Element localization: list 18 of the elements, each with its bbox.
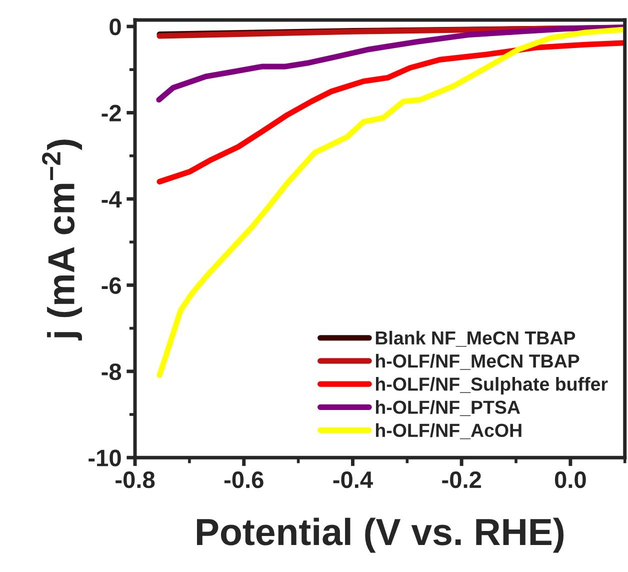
y-tick-label: -8 [102,363,122,380]
legend-label: h-OLF/NF_AcOH [376,423,522,440]
x-axis-title: Potential (V vs. RHE) [197,518,564,553]
y-tick-label: -4 [102,191,122,208]
legend-label: h-OLF/NF_PTSA [376,400,520,416]
x-tick-label: -0.2 [442,471,481,488]
x-tick-label: -0.4 [333,471,373,488]
legend-label: h-OLF/NF_Sulphate buffer [376,377,608,395]
y-tick-label: -6 [102,277,121,294]
y-tick-label: -10 [88,450,121,466]
y-axis-title: j (mA cm$^{−2}$) [42,140,82,340]
legend-label: h-OLF/NF_MeCN TBAP [376,354,580,370]
legend-label: Blank NF_MeCN TBAP [376,330,576,347]
y-tick-label: -2 [102,104,121,122]
x-tick-label: -0.8 [116,471,155,488]
x-tick-label: -0.6 [224,471,264,488]
y-tick-label: 0 [110,18,121,36]
x-tick-label: 0.0 [554,471,586,488]
